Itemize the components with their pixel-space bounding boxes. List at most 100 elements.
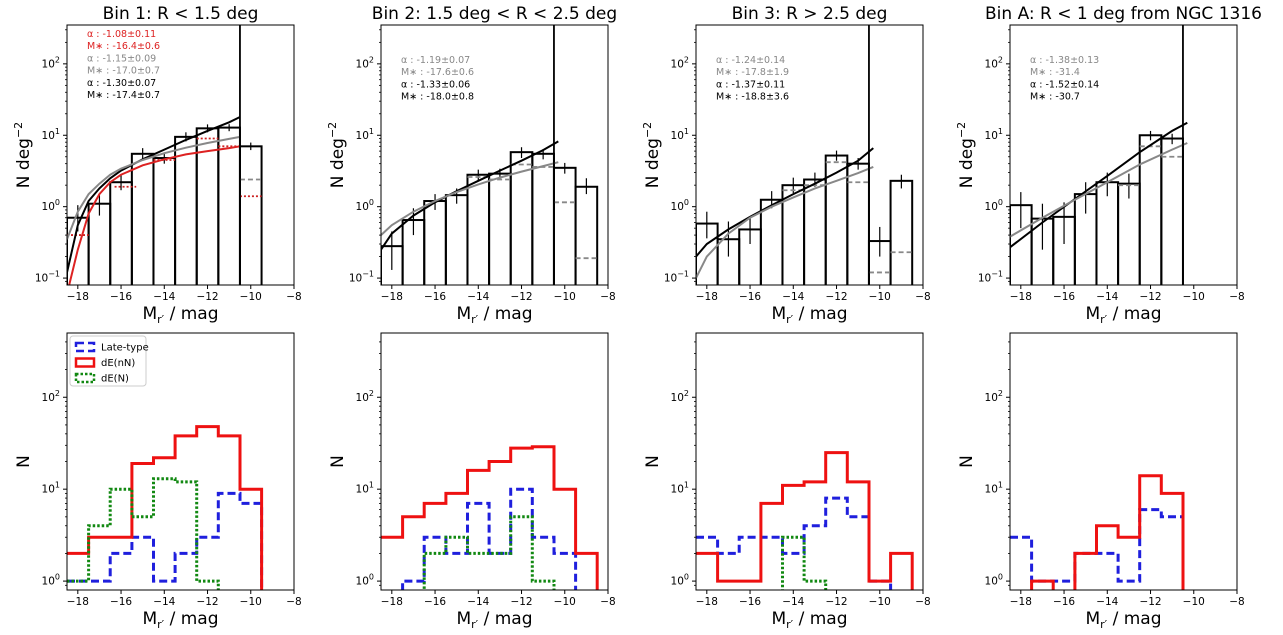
x-axis-label: Mr′ / mag	[142, 609, 218, 631]
y-tick-label: 102	[671, 389, 689, 404]
axes-frame	[695, 24, 924, 286]
x-tick-label: −14	[153, 291, 175, 303]
x-tick-label: −10	[1183, 596, 1205, 608]
panel-5: Late-type dE(nN) dE(N) −18 −16 −14 −12 −10 −8 100…	[14, 332, 302, 631]
x-tick-label: −12	[1139, 291, 1161, 303]
y-tick-label: 102	[356, 55, 374, 70]
series-denn-step	[381, 445, 599, 590]
y-axis-label: N	[328, 455, 348, 468]
x-axis-label: Mr′ / mag	[1085, 609, 1161, 631]
x-tick-label: −16	[739, 596, 761, 608]
y-tick-label: 100	[671, 573, 689, 588]
fit-annotation: α : -1.52±0.14	[1030, 79, 1099, 90]
x-tick-label: −10	[869, 291, 891, 303]
y-tick-label: 102	[42, 389, 60, 404]
fit-annotation: M∗ : -30.7	[1030, 92, 1080, 103]
x-tick-label: −18	[1010, 596, 1032, 608]
plot-area	[696, 25, 914, 285]
x-tick-label: −8	[1229, 291, 1244, 303]
y-axis-label: N deg−2	[12, 122, 34, 188]
plot-area	[1010, 474, 1185, 590]
legend-swatch	[74, 341, 96, 353]
histogram-bar	[889, 179, 914, 285]
fit-curve	[696, 147, 874, 258]
fit-curve	[381, 161, 559, 236]
panel-title: Bin 1: R < 1.5 deg	[103, 4, 259, 24]
x-tick-label: −10	[554, 596, 576, 608]
x-tick-label: −16	[110, 291, 132, 303]
fit-annotation: α : -1.24±0.14	[716, 55, 785, 66]
legend-label: dE(nN)	[101, 358, 135, 369]
fit-annotation: α : -1.33±0.06	[401, 79, 470, 90]
histogram-bar	[466, 173, 491, 285]
x-tick-label: −8	[1229, 596, 1244, 608]
histogram-bar	[130, 152, 155, 285]
legend-swatch	[74, 372, 96, 384]
legend-swatch	[74, 357, 96, 368]
y-tick-label: 100	[671, 198, 689, 213]
x-tick-label: −12	[510, 291, 532, 303]
y-tick-label: 100	[356, 198, 374, 213]
y-tick-label: 101	[356, 481, 374, 496]
plot-area	[381, 25, 599, 285]
histogram-bar	[759, 198, 784, 285]
histogram-bar	[423, 200, 447, 285]
y-tick-label: 10−1	[978, 270, 1003, 285]
x-tick-label: −12	[510, 596, 532, 608]
x-tick-label: −16	[1053, 291, 1075, 303]
panel-6: −18 −16 −14 −12 −10 −8 100 101 102 Mr′ / mag N	[328, 332, 616, 631]
x-tick-label: −18	[696, 291, 718, 303]
fit-annotation: M∗ : -17.6±0.6	[401, 67, 474, 78]
panel-1: α : -1.08±0.11M∗ : -16.4±0.6α : -1.15±0.…	[12, 4, 302, 326]
x-axis-label: Mr′ / mag	[771, 304, 847, 326]
y-tick-label: 102	[42, 55, 60, 70]
legend-label: dE(N)	[101, 374, 129, 385]
x-tick-label: −14	[1096, 596, 1118, 608]
x-tick-label: −8	[915, 291, 930, 303]
plot-area	[381, 445, 599, 590]
fit-annotation: M∗ : -16.4±0.6	[87, 41, 160, 52]
fit-annotation: M∗ : -18.0±0.8	[401, 92, 474, 103]
x-axis-label: Mr′ / mag	[456, 609, 532, 631]
panel-2: α : -1.19±0.07M∗ : -17.6±0.6α : -1.33±0.…	[326, 4, 617, 326]
x-axis-label: Mr′ / mag	[456, 304, 532, 326]
x-tick-label: −18	[381, 291, 403, 303]
fit-annotation: α : -1.37±0.11	[716, 79, 785, 90]
x-tick-label: −12	[825, 596, 847, 608]
histogram-bar	[488, 172, 512, 285]
y-tick-label: 10−1	[349, 270, 374, 285]
histogram-bar	[174, 135, 198, 285]
y-tick-label: 10−1	[35, 270, 60, 285]
panel-4: α : -1.38±0.13M∗ : -31.4α : -1.52±0.14 M∗…	[955, 4, 1262, 326]
x-tick-label: −18	[696, 596, 718, 608]
histogram-bar	[1095, 181, 1120, 285]
y-tick-label: 101	[985, 481, 1003, 496]
y-tick-label: 101	[671, 481, 689, 496]
y-tick-label: 102	[985, 55, 1003, 70]
fit-curve	[1010, 142, 1188, 238]
histogram-bar	[803, 178, 827, 285]
x-tick-label: −8	[286, 596, 301, 608]
x-tick-label: −18	[67, 291, 89, 303]
y-axis-label: N deg−2	[641, 122, 663, 188]
x-tick-label: −8	[915, 596, 930, 608]
axes-frame	[66, 24, 295, 286]
y-tick-label: 102	[985, 389, 1003, 404]
x-tick-label: −16	[424, 291, 446, 303]
fit-annotation: α : -1.38±0.13	[1030, 55, 1099, 66]
plot-area	[67, 25, 263, 285]
plot-area	[696, 451, 914, 590]
axes-frame	[695, 332, 924, 591]
y-tick-label: 102	[671, 55, 689, 70]
panel-3: α : -1.24±0.14M∗ : -17.8±1.9α : -1.37±0.…	[641, 4, 931, 326]
series-den-step	[422, 515, 556, 590]
histogram-bar	[1117, 182, 1141, 285]
fit-annotation: M∗ : -17.0±0.7	[87, 66, 160, 77]
x-tick-label: −18	[381, 596, 403, 608]
panel-8: −18 −16 −14 −12 −10 −8 100 101 102 Mr′ / mag N	[957, 332, 1245, 631]
plot-area	[1010, 25, 1188, 285]
legend: Late-type dE(nN) dE(N)	[69, 335, 149, 387]
fit-curve	[1010, 121, 1188, 249]
x-tick-label: −16	[739, 291, 761, 303]
